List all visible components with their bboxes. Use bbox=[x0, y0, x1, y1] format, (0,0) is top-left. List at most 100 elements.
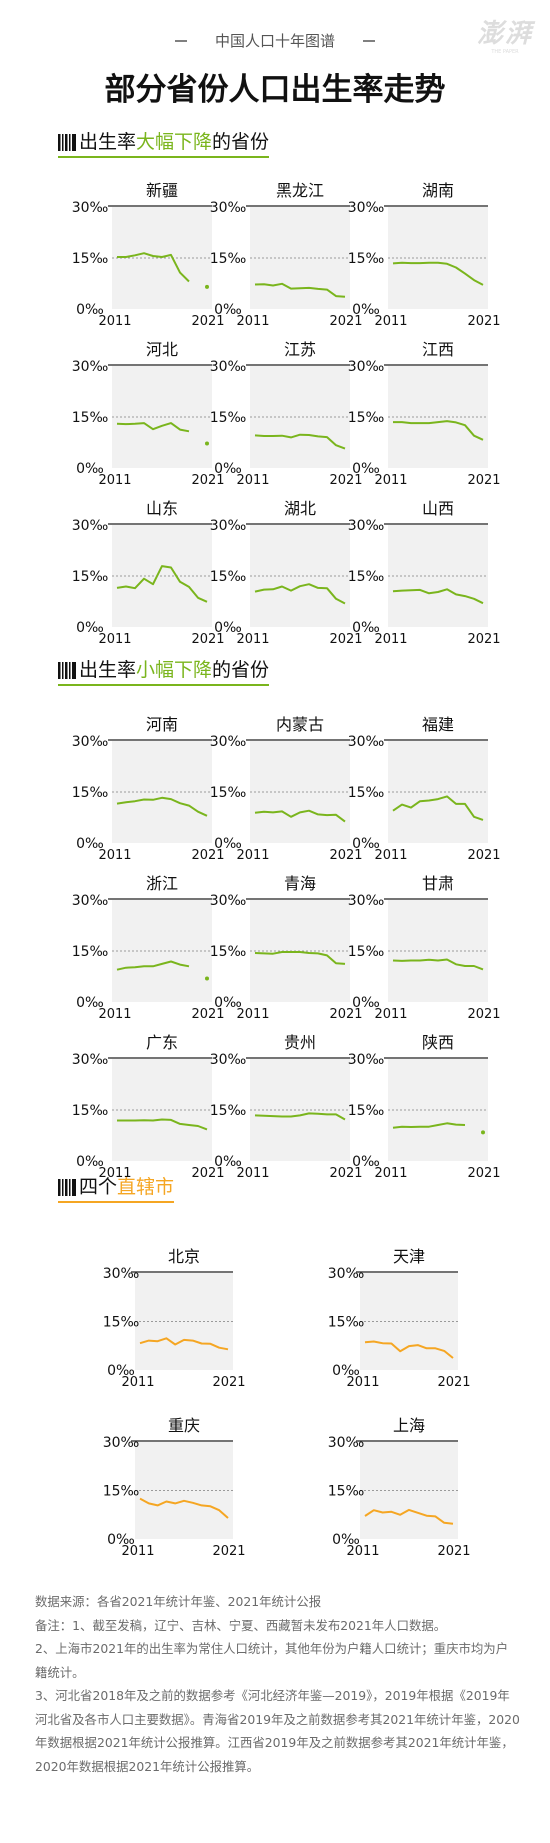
y-tick-label: 0‰ bbox=[352, 620, 380, 636]
chart-title: 北京 bbox=[168, 1247, 200, 1266]
y-tick-label: 0‰ bbox=[332, 1532, 360, 1548]
x-tick-label-end: 2021 bbox=[329, 1007, 362, 1022]
y-tick-label: 15‰ bbox=[72, 569, 109, 585]
x-tick-label-start: 2011 bbox=[98, 848, 131, 863]
x-tick-label-end: 2021 bbox=[437, 1375, 470, 1390]
y-tick-label: 15‰ bbox=[72, 1103, 109, 1119]
y-tick-label: 15‰ bbox=[348, 569, 385, 585]
x-tick-label-start: 2011 bbox=[236, 314, 269, 329]
note-3: 3、河北省2018年及之前的数据参考《河北经济年鉴—2019》，2019年根据《… bbox=[35, 1688, 520, 1774]
y-tick-label: 0‰ bbox=[214, 620, 242, 636]
x-tick-label-start: 2011 bbox=[236, 473, 269, 488]
chart-title: 江西 bbox=[422, 340, 454, 359]
series-line bbox=[392, 1122, 466, 1129]
y-tick-label: 30‰ bbox=[210, 1052, 247, 1068]
series-line bbox=[116, 796, 208, 817]
series-point bbox=[481, 1130, 485, 1135]
chart-panel: 新疆 30‰ 15‰ 0‰2011 2021 bbox=[72, 181, 225, 329]
x-tick-label-end: 2021 bbox=[191, 473, 224, 488]
chart-title: 重庆 bbox=[168, 1416, 200, 1435]
x-tick-label-end: 2021 bbox=[329, 473, 362, 488]
x-tick-label-start: 2011 bbox=[121, 1375, 154, 1390]
series-line bbox=[392, 958, 484, 971]
y-tick-label: 30‰ bbox=[348, 518, 385, 534]
page-title: 部分省份人口出生率走势 bbox=[105, 72, 446, 108]
x-tick-label-start: 2011 bbox=[374, 848, 407, 863]
x-tick-label-start: 2011 bbox=[374, 1007, 407, 1022]
series-line bbox=[254, 1112, 346, 1121]
x-tick-label-end: 2021 bbox=[191, 1007, 224, 1022]
chart-title: 内蒙古 bbox=[276, 715, 324, 734]
chart-title: 河北 bbox=[146, 340, 178, 359]
y-tick-label: 0‰ bbox=[107, 1363, 135, 1379]
section-heading-pre: 出生率 bbox=[79, 659, 136, 681]
section-heading-text: 出生率小幅下降的省份 bbox=[79, 659, 269, 681]
chart-panel: 江苏 30‰ 15‰ 0‰2011 2021 bbox=[210, 340, 363, 488]
y-tick-label: 30‰ bbox=[210, 518, 247, 534]
section-bar-mark bbox=[62, 662, 64, 679]
chart-title: 黑龙江 bbox=[276, 181, 324, 200]
chart-title: 青海 bbox=[284, 874, 316, 893]
section-heading-pre: 出生率 bbox=[79, 131, 136, 153]
chart-panel: 河南 30‰ 15‰ 0‰2011 2021 bbox=[72, 715, 225, 863]
chart-panel: 浙江 30‰ 15‰ 0‰2011 2021 bbox=[72, 874, 225, 1022]
y-tick-label: 0‰ bbox=[214, 461, 242, 477]
chart-panel: 山西 30‰ 15‰ 0‰2011 2021 bbox=[348, 499, 501, 647]
x-tick-label-start: 2011 bbox=[98, 632, 131, 647]
y-tick-label: 0‰ bbox=[76, 836, 104, 852]
y-tick-label: 0‰ bbox=[214, 1154, 242, 1170]
x-tick-label-start: 2011 bbox=[121, 1544, 154, 1559]
x-tick-label-end: 2021 bbox=[191, 1166, 224, 1181]
series-point bbox=[205, 976, 209, 981]
section-heading-pre: 四个 bbox=[79, 1176, 117, 1198]
y-tick-label: 30‰ bbox=[103, 1266, 140, 1282]
y-tick-label: 30‰ bbox=[210, 200, 247, 216]
y-tick-label: 15‰ bbox=[328, 1484, 365, 1500]
chart-panel: 甘肃 30‰ 15‰ 0‰2011 2021 bbox=[348, 874, 501, 1022]
chart-panel: 湖北 30‰ 15‰ 0‰2011 2021 bbox=[210, 499, 363, 647]
x-tick-label-start: 2011 bbox=[374, 632, 407, 647]
y-tick-label: 30‰ bbox=[328, 1266, 365, 1282]
brand-logo: 澎湃 THE PAPER bbox=[477, 19, 534, 55]
x-tick-label-start: 2011 bbox=[346, 1375, 379, 1390]
x-tick-label-start: 2011 bbox=[98, 1166, 131, 1181]
note-1: 备注：1、截至发稿，辽宁、吉林、宁夏、西藏暂未发布2021年人口数据。 bbox=[35, 1617, 447, 1633]
x-tick-label-start: 2011 bbox=[236, 848, 269, 863]
header: 中国人口十年图谱 澎湃 THE PAPER 部分省份人口出生率走势 bbox=[105, 19, 534, 108]
section-bar-mark bbox=[58, 662, 61, 679]
y-tick-label: 15‰ bbox=[328, 1315, 365, 1331]
chart-panel: 上海 30‰ 15‰ 0‰2011 2021 bbox=[328, 1416, 471, 1559]
series-line bbox=[364, 1508, 454, 1525]
y-tick-label: 30‰ bbox=[328, 1435, 365, 1451]
y-tick-label: 0‰ bbox=[76, 302, 104, 318]
series-line bbox=[392, 588, 484, 605]
y-tick-label: 15‰ bbox=[72, 785, 109, 801]
chart-title: 浙江 bbox=[146, 874, 178, 893]
chart-panel: 黑龙江 30‰ 15‰ 0‰2011 2021 bbox=[210, 181, 363, 329]
x-tick-label-end: 2021 bbox=[329, 314, 362, 329]
x-tick-label-end: 2021 bbox=[467, 314, 500, 329]
section-bar-mark bbox=[62, 1179, 64, 1196]
x-tick-label-end: 2021 bbox=[212, 1544, 245, 1559]
series-label: 中国人口十年图谱 bbox=[215, 32, 335, 50]
section-bar-mark bbox=[65, 1179, 68, 1196]
series-point bbox=[205, 284, 209, 289]
chart-panel: 河北 30‰ 15‰ 0‰2011 2021 bbox=[72, 340, 225, 488]
chart-title: 湖南 bbox=[422, 181, 454, 200]
section-heading-highlight: 小幅下降 bbox=[136, 659, 212, 681]
section-heading-highlight: 大幅下降 bbox=[136, 131, 212, 153]
y-tick-label: 0‰ bbox=[352, 995, 380, 1011]
y-tick-label: 15‰ bbox=[210, 944, 247, 960]
section-heading: 出生率大幅下降的省份 bbox=[58, 131, 269, 158]
x-tick-label-end: 2021 bbox=[437, 1544, 470, 1559]
series-line bbox=[254, 583, 346, 605]
chart-title: 新疆 bbox=[146, 181, 178, 200]
x-tick-label-start: 2011 bbox=[236, 1007, 269, 1022]
y-tick-label: 30‰ bbox=[348, 200, 385, 216]
chart-panel: 天津 30‰ 15‰ 0‰2011 2021 bbox=[328, 1247, 471, 1390]
x-tick-label-end: 2021 bbox=[467, 1007, 500, 1022]
y-tick-label: 30‰ bbox=[72, 200, 109, 216]
section-bar-mark bbox=[72, 134, 76, 151]
y-tick-label: 30‰ bbox=[72, 734, 109, 750]
